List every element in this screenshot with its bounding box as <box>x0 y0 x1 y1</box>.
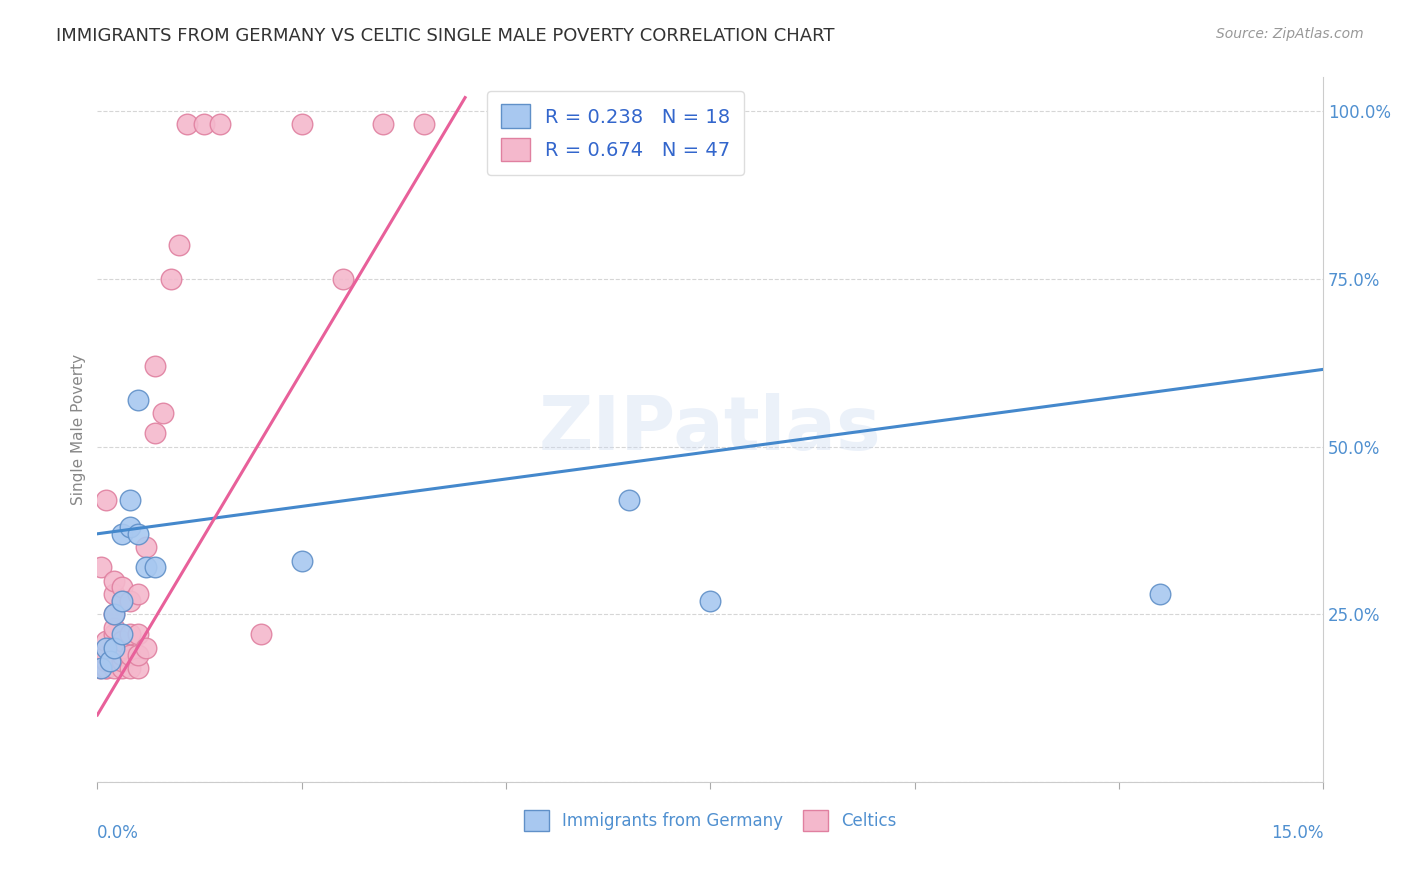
Point <box>143 359 166 373</box>
Point <box>127 627 149 641</box>
Point <box>111 654 134 668</box>
Point <box>143 426 166 441</box>
Point <box>176 117 198 131</box>
Text: 0.0%: 0.0% <box>97 824 139 842</box>
Point <box>291 117 314 131</box>
Point <box>135 540 157 554</box>
Point <box>111 594 134 608</box>
Point <box>127 648 149 662</box>
Y-axis label: Single Male Poverty: Single Male Poverty <box>72 354 86 506</box>
Point <box>373 117 395 131</box>
Point <box>167 238 190 252</box>
Text: IMMIGRANTS FROM GERMANY VS CELTIC SINGLE MALE POVERTY CORRELATION CHART: IMMIGRANTS FROM GERMANY VS CELTIC SINGLE… <box>56 27 835 45</box>
Point <box>111 526 134 541</box>
Point <box>1149 587 1171 601</box>
Point <box>111 594 134 608</box>
Point <box>111 640 134 655</box>
Text: Source: ZipAtlas.com: Source: ZipAtlas.com <box>1216 27 1364 41</box>
Point <box>699 594 721 608</box>
Point <box>118 661 141 675</box>
Point <box>208 117 231 131</box>
Point <box>127 587 149 601</box>
Point <box>94 493 117 508</box>
Point <box>90 560 112 574</box>
Point <box>127 526 149 541</box>
Point <box>98 654 121 668</box>
Point <box>94 640 117 655</box>
Text: ZIPatlas: ZIPatlas <box>538 393 882 467</box>
Point <box>94 648 117 662</box>
Legend: Immigrants from Germany, Celtics: Immigrants from Germany, Celtics <box>517 804 904 838</box>
Point <box>111 581 134 595</box>
Point <box>94 661 117 675</box>
Point <box>617 493 640 508</box>
Point <box>103 648 125 662</box>
Point <box>103 607 125 622</box>
Text: 15.0%: 15.0% <box>1271 824 1323 842</box>
Point <box>118 520 141 534</box>
Point <box>127 661 149 675</box>
Point <box>94 654 117 668</box>
Point <box>127 392 149 407</box>
Point <box>118 493 141 508</box>
Point <box>94 634 117 648</box>
Point <box>118 627 141 641</box>
Point <box>413 117 436 131</box>
Point <box>332 272 354 286</box>
Point <box>103 574 125 588</box>
Point <box>249 627 271 641</box>
Point <box>103 640 125 655</box>
Point <box>118 648 141 662</box>
Point <box>135 560 157 574</box>
Point <box>111 634 134 648</box>
Point <box>103 640 125 655</box>
Point <box>98 654 121 668</box>
Point <box>103 607 125 622</box>
Point <box>152 406 174 420</box>
Point <box>89 661 111 675</box>
Point <box>111 627 134 641</box>
Point <box>111 661 134 675</box>
Point <box>111 648 134 662</box>
Point <box>103 621 125 635</box>
Point <box>103 627 125 641</box>
Point <box>118 594 141 608</box>
Point <box>103 587 125 601</box>
Point <box>193 117 215 131</box>
Point <box>160 272 183 286</box>
Point <box>103 661 125 675</box>
Point <box>135 640 157 655</box>
Point <box>90 661 112 675</box>
Point <box>94 661 117 675</box>
Point <box>143 560 166 574</box>
Point <box>291 554 314 568</box>
